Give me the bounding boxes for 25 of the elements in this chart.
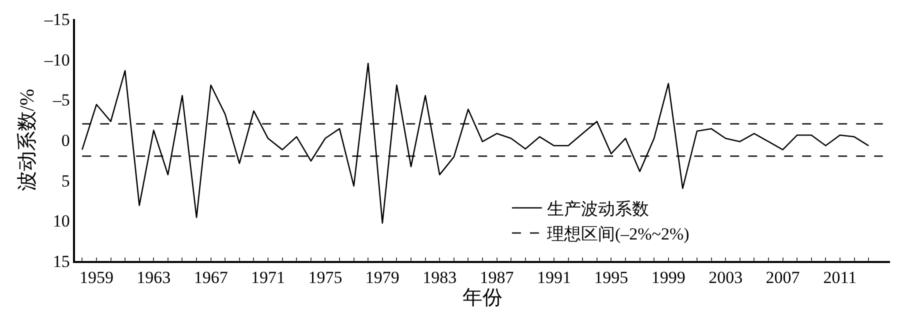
legend-label: 生产波动系数 (546, 200, 649, 218)
x-tick-label: 1959 (79, 268, 114, 288)
y-tick-label: –15 (43, 10, 70, 29)
x-tick-label: 1995 (594, 268, 628, 288)
x-tick-label: 1999 (651, 268, 686, 288)
x-tick-label: 1983 (422, 268, 457, 288)
y-axis-title: 波动系数/% (16, 88, 38, 192)
y-tick-label: 5 (61, 171, 70, 190)
y-tick-label: –5 (52, 90, 70, 110)
x-tick-label: 1971 (251, 268, 286, 288)
x-tick-label: 2011 (823, 268, 857, 288)
x-tick-label: 1967 (194, 268, 228, 288)
y-tick-label: 10 (52, 212, 70, 231)
x-axis-title: 年份 (462, 287, 502, 310)
x-tick-label: 2003 (708, 268, 743, 288)
x-tick-label: 1979 (365, 268, 400, 288)
x-tick-label: 1963 (136, 268, 171, 288)
y-tick-label: 0 (61, 130, 70, 150)
x-tick-label: 2007 (766, 268, 800, 288)
legend-label: 理想区间(–2%~2%) (546, 224, 690, 244)
x-tick-label: 1975 (308, 268, 342, 288)
y-tick-label: –10 (43, 50, 70, 70)
x-tick-label: 1987 (480, 268, 514, 288)
x-tick-label: 1991 (536, 268, 571, 288)
y-tick-label: 15 (52, 252, 70, 271)
